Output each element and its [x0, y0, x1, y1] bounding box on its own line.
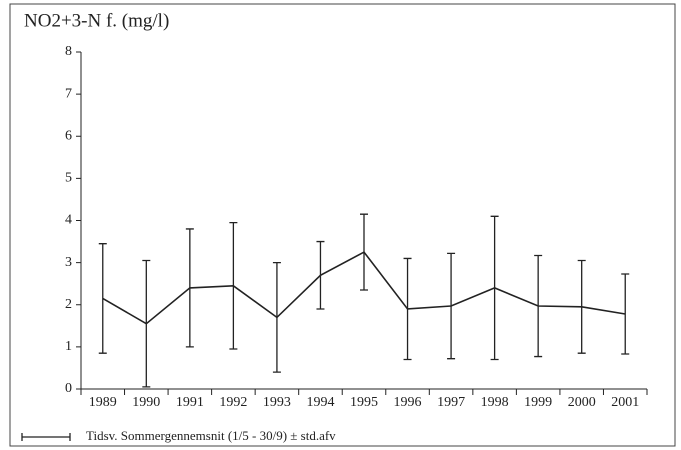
error-bar: [403, 257, 412, 361]
x-tick-label: 1995: [350, 395, 378, 410]
x-tick-label: 1996: [394, 395, 422, 410]
frame: [9, 3, 676, 447]
x-tick-label: 1997: [437, 395, 465, 410]
error-bar: [98, 243, 107, 354]
error-bar: [490, 215, 499, 361]
x-tick-label: 1992: [219, 395, 247, 410]
y-tick-label: 5: [65, 171, 72, 186]
x-tick-label: 1990: [132, 395, 160, 410]
x-tick-label: 1999: [524, 395, 552, 410]
x-tick-label: 1998: [481, 395, 509, 410]
x-tick-label: 1991: [176, 395, 204, 410]
error-bar: [142, 259, 151, 388]
error-bar: [534, 254, 543, 358]
legend-label: Tidsv. Sommergennemsnit (1/5 - 30/9) ± s…: [86, 428, 336, 443]
y-tick-label: 4: [65, 213, 72, 228]
x-tick-label: 2000: [568, 395, 596, 410]
error-bar: [447, 252, 456, 360]
error-bar: [621, 273, 630, 355]
y-tick-label: 3: [65, 255, 72, 270]
error-bar: [360, 213, 368, 291]
x-tick-label: 1994: [306, 395, 334, 410]
y-tick-label: 1: [65, 339, 72, 354]
x-tick-label: 1989: [89, 395, 117, 410]
error-bar: [272, 261, 281, 373]
error-bar: [577, 259, 586, 354]
error-bar: [229, 221, 238, 350]
x-tick-label: 1993: [263, 395, 291, 410]
error-bar: [185, 228, 194, 348]
y-tick-label: 6: [65, 128, 72, 143]
y-tick-label: 2: [65, 297, 72, 312]
x-tick-label: 2001: [611, 395, 639, 410]
legend-symbol: [21, 433, 71, 441]
chart-title: NO2+3-N f. (mg/l): [24, 10, 169, 31]
error-bar: [316, 240, 325, 310]
y-tick-label: 8: [65, 44, 72, 59]
y-tick-label: 7: [65, 86, 72, 101]
y-tick-label: 0: [65, 381, 72, 396]
